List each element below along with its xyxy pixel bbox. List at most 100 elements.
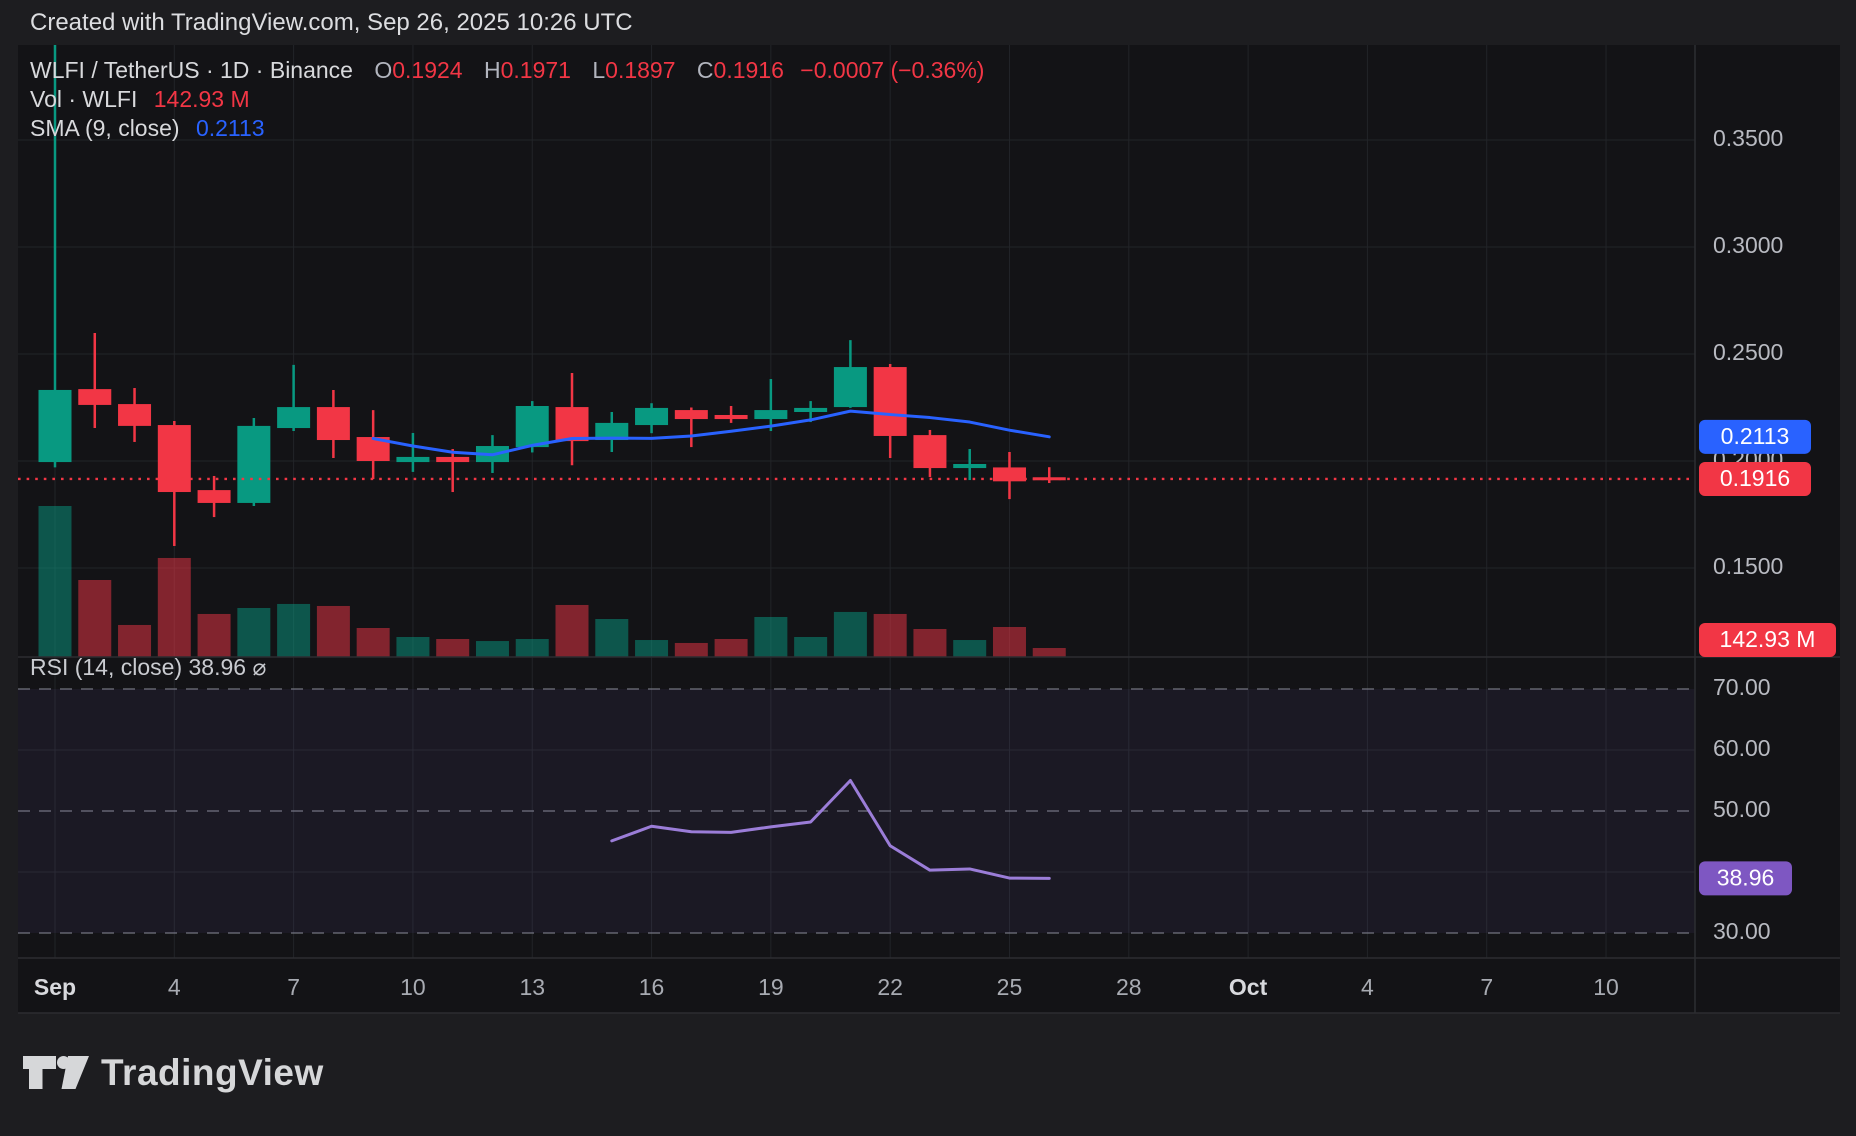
- sma-legend-row[interactable]: SMA (9, close) 0.2113: [30, 114, 984, 143]
- candle-body: [714, 414, 748, 420]
- time-axis-tick: Oct: [1229, 974, 1268, 1000]
- volume-bar: [78, 579, 112, 657]
- time-axis-tick: 28: [1116, 974, 1142, 1000]
- volume-bar: [992, 626, 1026, 657]
- candle-body: [118, 404, 152, 426]
- price-axis-tick: 0.1500: [1713, 553, 1783, 579]
- time-axis-tick: 16: [639, 974, 665, 1000]
- volume-bar: [118, 624, 152, 657]
- rsi-average-icon: ⌀: [252, 654, 267, 680]
- candle-body: [674, 410, 708, 420]
- candle-body: [78, 389, 112, 405]
- candle-body: [515, 406, 549, 448]
- created-with-text: Created with TradingView.com, Sep 26, 20…: [30, 9, 633, 36]
- candle-body: [555, 407, 589, 442]
- tradingview-logo-icon[interactable]: [23, 1055, 89, 1091]
- open-label: O: [374, 57, 393, 83]
- time-axis-tick: 4: [1361, 974, 1374, 1000]
- candle-body: [754, 410, 788, 420]
- sma-value-badge-text: 0.2113: [1721, 423, 1790, 449]
- candle-body: [635, 407, 669, 426]
- volume-bar: [197, 613, 231, 657]
- time-axis-tick: 10: [1593, 974, 1619, 1000]
- time-axis-tick: 7: [1480, 974, 1493, 1000]
- main-legend: WLFI / TetherUS · 1D · Binance O0.1924 H…: [30, 56, 984, 143]
- candle-body: [595, 422, 629, 441]
- rsi-axis-tick: 70.00: [1713, 674, 1771, 700]
- volume-legend-row[interactable]: Vol · WLFI 142.93 M: [30, 85, 984, 114]
- volume-bar: [555, 604, 589, 657]
- time-axis-tick: 22: [877, 974, 903, 1000]
- time-axis-tick: 7: [287, 974, 300, 1000]
- price-axis-tick: 0.3000: [1713, 232, 1783, 258]
- close-label: C: [696, 57, 714, 83]
- gridlines: [18, 45, 1695, 958]
- candle-body: [38, 389, 72, 463]
- footer: TradingView: [23, 1052, 324, 1094]
- volume-bar: [436, 639, 470, 657]
- candle-body: [316, 407, 350, 441]
- rsi-band-fill: [18, 689, 1695, 933]
- volume-bar: [635, 640, 669, 657]
- candle-body: [197, 490, 231, 503]
- low-value: 0.1897: [605, 57, 676, 83]
- candle-body: [396, 456, 430, 463]
- close-value: 0.1916: [713, 57, 784, 83]
- low-label: L: [592, 57, 606, 83]
- volume-bar: [595, 618, 629, 657]
- candle-body: [436, 456, 470, 463]
- volume-bar: [714, 639, 748, 657]
- sma-value-badge: [1699, 419, 1811, 454]
- volume-bar: [38, 506, 72, 657]
- volume-value: 142.93 M: [153, 86, 250, 112]
- volume-bar: [396, 636, 430, 657]
- candle-body: [157, 425, 191, 493]
- volume-bar: [953, 640, 987, 657]
- rsi-label: RSI (14, close): [30, 654, 183, 680]
- volume-bar: [277, 603, 311, 657]
- volume-bar: [1032, 648, 1066, 657]
- axis-badges: 0.2113 0.1916 142.93 M 38.96: [1699, 419, 1836, 896]
- last-price-badge: [1699, 461, 1811, 496]
- pane-separators: [18, 45, 1840, 1014]
- symbol-title: WLFI / TetherUS · 1D · Binance: [30, 57, 353, 83]
- time-axis-tick: Sep: [34, 974, 76, 1000]
- high-label: H: [484, 57, 501, 83]
- candle-body: [1032, 477, 1066, 481]
- volume-bar: [873, 613, 907, 657]
- volume-bar: [157, 557, 191, 657]
- volume-bar: [674, 642, 708, 657]
- symbol-legend-row[interactable]: WLFI / TetherUS · 1D · Binance O0.1924 H…: [30, 56, 984, 85]
- volume-bars: [38, 506, 1066, 657]
- time-axis-tick: 19: [758, 974, 784, 1000]
- rsi-band: [18, 689, 1695, 933]
- volume-bar: [754, 616, 788, 657]
- candle-body: [794, 407, 828, 412]
- rsi-value-badge-text: 38.96: [1717, 864, 1775, 890]
- created-with-bar: Created with TradingView.com, Sep 26, 20…: [0, 0, 1856, 45]
- volume-bar: [833, 611, 867, 657]
- candle-body: [913, 435, 947, 469]
- high-value: 0.1971: [500, 57, 571, 83]
- price-axis-tick: 0.3500: [1713, 125, 1783, 151]
- volume-bar: [475, 641, 509, 657]
- volume-label: Vol · WLFI: [30, 86, 138, 112]
- last-price-badge-text: 0.1916: [1720, 465, 1790, 491]
- rsi-value-badge: [1699, 861, 1792, 896]
- candles: [38, 44, 1066, 546]
- indicator-lines: [18, 409, 1695, 880]
- rsi-line: [610, 779, 1051, 880]
- candle-body: [953, 463, 987, 469]
- sma-line: [371, 409, 1051, 457]
- sma-value: 0.2113: [195, 115, 265, 141]
- volume-bar: [794, 636, 828, 657]
- rsi-axis-tick: 60.00: [1713, 735, 1771, 761]
- open-value: 0.1924: [392, 57, 463, 83]
- candle-body: [873, 367, 907, 436]
- volume-bar: [356, 627, 390, 657]
- rsi-legend-row[interactable]: RSI (14, close) 38.96 ⌀: [30, 653, 266, 681]
- tradingview-wordmark[interactable]: TradingView: [101, 1052, 324, 1093]
- sma-label: SMA (9, close): [30, 115, 180, 141]
